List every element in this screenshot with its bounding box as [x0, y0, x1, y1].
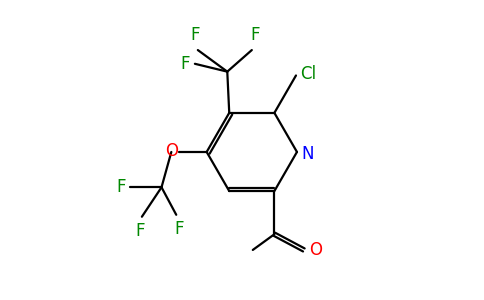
Text: F: F — [181, 55, 190, 73]
Text: O: O — [165, 142, 178, 160]
Text: F: F — [135, 222, 145, 240]
Text: F: F — [117, 178, 126, 196]
Text: F: F — [250, 26, 259, 44]
Text: Cl: Cl — [300, 64, 316, 82]
Text: F: F — [190, 26, 199, 44]
Text: F: F — [174, 220, 184, 238]
Text: O: O — [309, 241, 322, 259]
Text: N: N — [302, 145, 315, 163]
